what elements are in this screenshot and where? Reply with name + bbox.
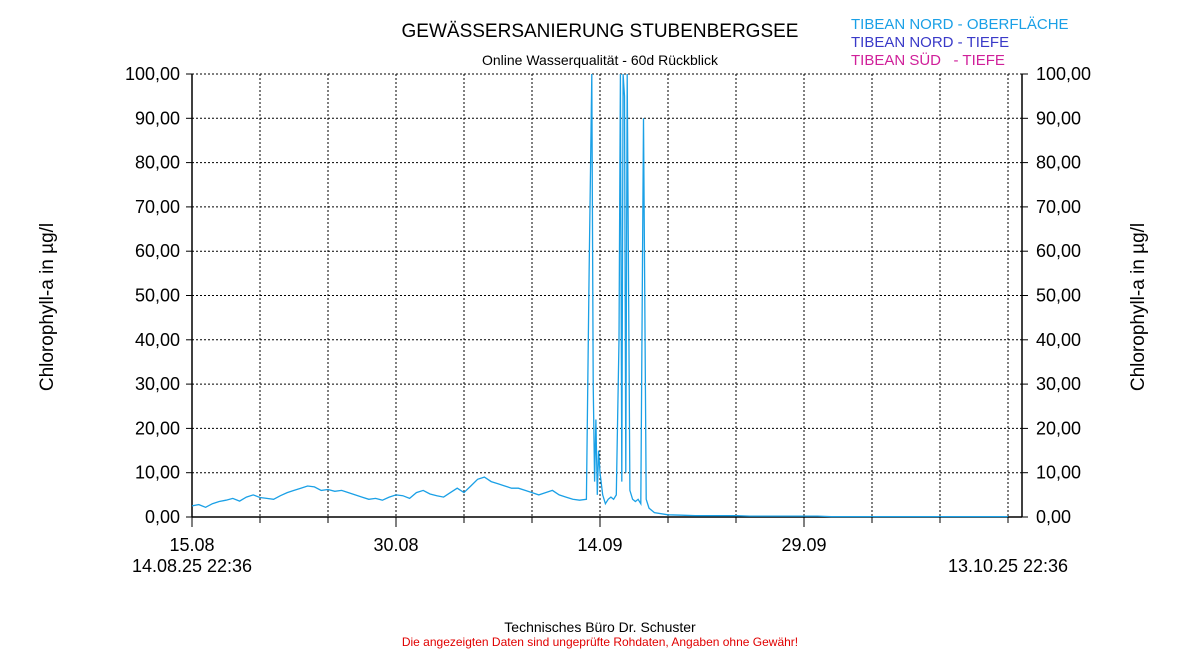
y-tick-label-right: 60,00 xyxy=(1036,241,1081,261)
footer-company: Technisches Büro Dr. Schuster xyxy=(504,619,696,635)
y-tick-label-left: 100,00 xyxy=(125,64,180,84)
x-tick-label: 15.08 xyxy=(169,535,214,555)
y-tick-label-right: 10,00 xyxy=(1036,463,1081,483)
x-axis: 15.08 30.08 14.09 29.09 xyxy=(169,517,1009,555)
y-tick-label-right: 90,00 xyxy=(1036,108,1081,128)
y-tick-label-right: 40,00 xyxy=(1036,330,1081,350)
y-tick-label-right: 30,00 xyxy=(1036,374,1081,394)
y-tick-label-right: 50,00 xyxy=(1036,286,1081,306)
chart-subtitle: Online Wasserqualität - 60d Rückblick xyxy=(482,52,719,68)
x-end-date: 13.10.25 22:36 xyxy=(948,556,1068,576)
chart-title: GEWÄSSERSANIERUNG STUBENBERGSEE xyxy=(402,21,799,42)
y-tick-label-left: 50,00 xyxy=(135,286,180,306)
y-tick-label-left: 60,00 xyxy=(135,241,180,261)
x-tick-label: 30.08 xyxy=(373,535,418,555)
y-tick-label-left: 20,00 xyxy=(135,418,180,438)
y-tick-label-right: 20,00 xyxy=(1036,418,1081,438)
x-start-date: 14.08.25 22:36 xyxy=(132,556,252,576)
y-axis-right: 0,00 10,00 20,00 30,00 40,00 50,00 60,00 70,00 8… xyxy=(1022,64,1091,527)
y-axis-left: 0,00 10,00 20,00 30,00 40,00 50,00 60,00 70,00 8… xyxy=(125,64,192,527)
legend-entry-1: TIBEAN NORD - TIEFE xyxy=(851,34,1009,51)
series-line-0 xyxy=(191,73,1008,518)
y-tick-label-left: 10,00 xyxy=(135,463,180,483)
y-tick-label-left: 0,00 xyxy=(145,507,180,527)
x-tick-label: 14.09 xyxy=(577,535,622,555)
y-tick-label-right: 0,00 xyxy=(1036,507,1071,527)
y-tick-label-left: 70,00 xyxy=(135,197,180,217)
y-tick-label-left: 80,00 xyxy=(135,153,180,173)
y-tick-label-right: 100,00 xyxy=(1036,64,1091,84)
y-tick-label-right: 70,00 xyxy=(1036,197,1081,217)
x-tick-label: 29.09 xyxy=(781,535,826,555)
grid xyxy=(192,73,1022,517)
legend-entry-0: TIBEAN NORD - OBERFLÄCHE xyxy=(851,16,1069,33)
footer-disclaimer: Die angezeigten Daten sind ungeprüfte Ro… xyxy=(402,635,798,649)
y-tick-label-left: 40,00 xyxy=(135,330,180,350)
y-tick-label-right: 80,00 xyxy=(1036,153,1081,173)
y-tick-label-left: 90,00 xyxy=(135,108,180,128)
y-axis-label-left: Chlorophyll-a in µg/l xyxy=(37,223,58,391)
legend-entry-2: TIBEAN SÜD - TIEFE xyxy=(851,51,1005,69)
series-layer xyxy=(191,73,1008,518)
y-tick-label-left: 30,00 xyxy=(135,374,180,394)
y-axis-label-right: Chlorophyll-a in µg/l xyxy=(1128,223,1149,391)
